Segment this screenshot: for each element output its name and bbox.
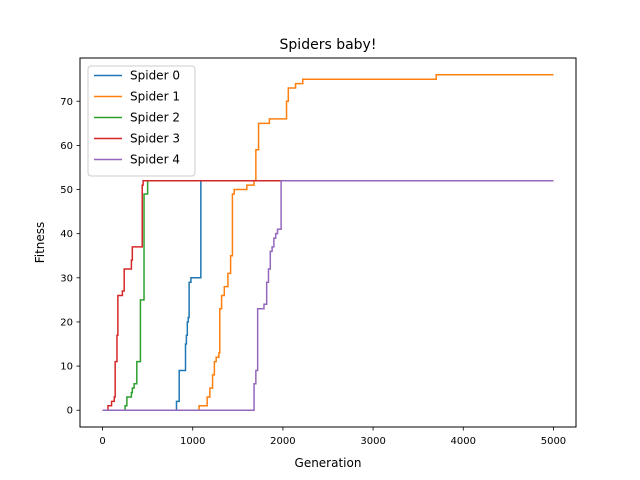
series-line-spider-3 [102, 179, 554, 411]
x-tick-label: 3000 [360, 436, 385, 447]
y-tick-label: 20 [60, 317, 73, 328]
plot-area [102, 74, 554, 411]
legend: Spider 0 Spider 1 Spider 2 Spider 3 Spider 4 [87, 65, 196, 177]
x-tick-label: 1000 [180, 436, 205, 447]
y-tick-label: 60 [60, 141, 73, 152]
y-tick-label: 0 [67, 406, 73, 417]
series-line-spider-1 [102, 74, 554, 411]
y-tick-label: 50 [60, 185, 73, 196]
plot-frame [79, 57, 577, 428]
y-axis-label: Fitness [33, 222, 47, 264]
y-tick-label: 30 [60, 273, 73, 284]
legend-label-spider-1: Spider 1 [130, 90, 180, 104]
chart-title: Spiders baby! [280, 37, 377, 53]
y-tick-label: 70 [60, 97, 73, 108]
x-tick-label: 0 [99, 436, 105, 447]
x-tick-label: 5000 [541, 436, 566, 447]
legend-label-spider-0: Spider 0 [130, 69, 180, 83]
series-line-spider-4 [102, 179, 554, 411]
y-tick-label: 40 [60, 229, 73, 240]
legend-label-spider-4: Spider 4 [130, 153, 180, 167]
y-tick-label: 10 [60, 362, 73, 373]
legend-label-spider-3: Spider 3 [130, 132, 180, 146]
legend-label-spider-2: Spider 2 [130, 111, 180, 125]
series-line-spider-0 [102, 179, 554, 411]
legend-box [87, 65, 196, 177]
series-line-spider-2 [102, 179, 554, 411]
x-tick-label: 4000 [451, 436, 476, 447]
axes-ticks: 0 1000 2000 3000 4000 5000 0 10 20 30 40 50 60 70 [60, 97, 566, 447]
x-tick-label: 2000 [270, 436, 295, 447]
x-axis-label: Generation [295, 456, 362, 470]
